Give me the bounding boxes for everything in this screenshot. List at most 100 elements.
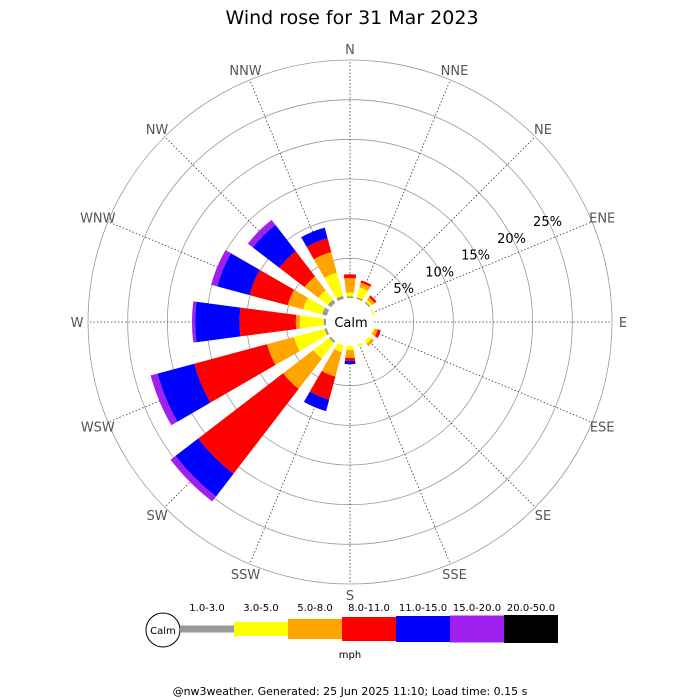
ring-label-25: 25% bbox=[533, 215, 562, 230]
grid-spoke bbox=[358, 79, 451, 300]
direction-label-s: S bbox=[346, 589, 354, 604]
wedge-wnw-3 bbox=[249, 269, 295, 306]
wedge-se-1 bbox=[364, 336, 372, 344]
wedge-wnw-1 bbox=[303, 297, 326, 315]
speed-legend: Calm 1.0-3.0 3.0-5.0 5.0-8.0 8.0-11.0 11.0-15… bbox=[145, 603, 558, 648]
wedge-n-3 bbox=[343, 274, 357, 279]
grid-ring bbox=[87, 59, 613, 585]
unit-label: mph bbox=[339, 650, 361, 661]
wedge-s-2 bbox=[345, 349, 355, 358]
grid-spoke bbox=[366, 136, 536, 306]
ring-label-20: 20% bbox=[497, 232, 526, 247]
grid-spoke bbox=[372, 330, 593, 423]
wedge-ese-3 bbox=[374, 329, 381, 338]
legend-label-4: 11.0-15.0 bbox=[399, 603, 447, 614]
wedge-wnw-0 bbox=[322, 307, 330, 316]
wedge-wsw-5 bbox=[150, 373, 178, 426]
chart-title: Wind rose for 31 Mar 2023 bbox=[225, 7, 478, 29]
wedge-w-5 bbox=[191, 301, 197, 343]
wedge-s-3 bbox=[344, 357, 356, 362]
wedge-wsw-1 bbox=[293, 328, 328, 352]
direction-label-nne: NNE bbox=[441, 64, 469, 79]
wedge-sw-5 bbox=[170, 455, 217, 502]
footer-text: @nw3weather. Generated: 25 Jun 2025 11:1… bbox=[173, 685, 528, 698]
wedge-nnw-1 bbox=[324, 272, 343, 299]
direction-label-sse: SSE bbox=[442, 568, 467, 583]
wedge-nw-5 bbox=[247, 219, 276, 248]
wedge-wnw-5 bbox=[211, 250, 231, 287]
wedge-sw-1 bbox=[313, 338, 334, 359]
direction-labels: N NNE NE ENE E ESE SE SSE S SSW SW WSW W WNW NW NNW bbox=[71, 43, 628, 604]
direction-label-sw: SW bbox=[146, 509, 167, 524]
wedge-s-1 bbox=[346, 345, 354, 350]
calm-circle bbox=[326, 298, 374, 346]
wedge-nnw-2 bbox=[313, 252, 337, 278]
wedge-sw-3 bbox=[198, 373, 299, 474]
direction-label-wsw: WSW bbox=[81, 421, 115, 436]
legend-label-1: 3.0-5.0 bbox=[243, 603, 278, 614]
wedge-nne-3 bbox=[360, 280, 372, 287]
wedge-n-2 bbox=[344, 278, 356, 293]
grid-ring bbox=[127, 99, 573, 545]
wind-rose-wedges bbox=[150, 219, 381, 502]
wedge-nne-1 bbox=[356, 287, 368, 300]
direction-label-nw: NW bbox=[146, 123, 169, 138]
wedge-ne-2 bbox=[367, 297, 375, 305]
wedge-nnw-0 bbox=[336, 295, 344, 302]
legend-swatch-5 bbox=[450, 615, 504, 643]
direction-label-se: SE bbox=[535, 509, 551, 524]
wedge-sw-4 bbox=[175, 438, 234, 497]
wedge-w-3 bbox=[239, 307, 297, 337]
wedge-n-1 bbox=[346, 292, 354, 297]
legend-label-2: 5.0-8.0 bbox=[297, 603, 332, 614]
wedge-ne-1 bbox=[365, 299, 373, 307]
wedge-ssw-1 bbox=[334, 342, 344, 353]
wedge-w-0 bbox=[323, 318, 327, 326]
legend-label-3: 8.0-11.0 bbox=[348, 603, 390, 614]
direction-label-w: W bbox=[71, 316, 84, 331]
legend-swatch-6 bbox=[504, 615, 558, 643]
legend-calm-label: Calm bbox=[150, 626, 176, 637]
legend-label-5: 15.0-20.0 bbox=[453, 603, 501, 614]
wedge-ne-0 bbox=[364, 301, 371, 308]
direction-label-e: E bbox=[619, 316, 627, 331]
wedge-ese-2 bbox=[372, 328, 378, 337]
wedge-wsw-2 bbox=[267, 337, 300, 365]
ring-label-10: 10% bbox=[425, 265, 454, 280]
wedge-w-2 bbox=[295, 314, 301, 330]
legend-swatch-4 bbox=[396, 616, 450, 642]
direction-label-ese: ESE bbox=[590, 421, 615, 436]
wedge-n-0 bbox=[346, 296, 354, 299]
direction-label-ne: NE bbox=[534, 123, 552, 138]
grid-spoke bbox=[358, 344, 451, 565]
wedge-w-1 bbox=[299, 315, 324, 329]
wedge-nnw-4 bbox=[301, 227, 328, 247]
grid-spoke bbox=[372, 221, 593, 314]
wedge-ssw-4 bbox=[303, 391, 330, 412]
wedge-w-4 bbox=[195, 301, 241, 343]
wedge-ese-1 bbox=[370, 328, 375, 335]
wedge-s-4 bbox=[344, 360, 356, 365]
wedge-ne-3 bbox=[369, 295, 377, 303]
wedge-nw-2 bbox=[304, 276, 326, 298]
wedge-wsw-0 bbox=[324, 328, 330, 336]
wedge-wsw-3 bbox=[194, 344, 276, 403]
ring-labels: 5% 10% 15% 20% 25% bbox=[393, 215, 562, 297]
legend-swatch-3 bbox=[342, 617, 396, 641]
legend-swatch-1 bbox=[234, 622, 288, 636]
legend-label-6: 20.0-50.0 bbox=[507, 603, 555, 614]
calm-center: Calm bbox=[326, 298, 374, 346]
grid-spoke bbox=[366, 338, 536, 508]
wedge-ene-1 bbox=[370, 309, 375, 316]
direction-label-ene: ENE bbox=[589, 212, 615, 227]
legend-swatch-0 bbox=[180, 625, 234, 633]
direction-label-wnw: WNW bbox=[80, 212, 116, 227]
direction-label-nnw: NNW bbox=[229, 64, 261, 79]
direction-label-n: N bbox=[345, 43, 355, 58]
wedge-wnw-4 bbox=[217, 253, 260, 296]
wedge-ssw-2 bbox=[321, 349, 342, 377]
wedge-nnw-3 bbox=[306, 238, 332, 260]
wedge-ssw-3 bbox=[309, 371, 336, 400]
legend-swatch-2 bbox=[288, 619, 342, 639]
wedge-nne-2 bbox=[359, 282, 371, 291]
